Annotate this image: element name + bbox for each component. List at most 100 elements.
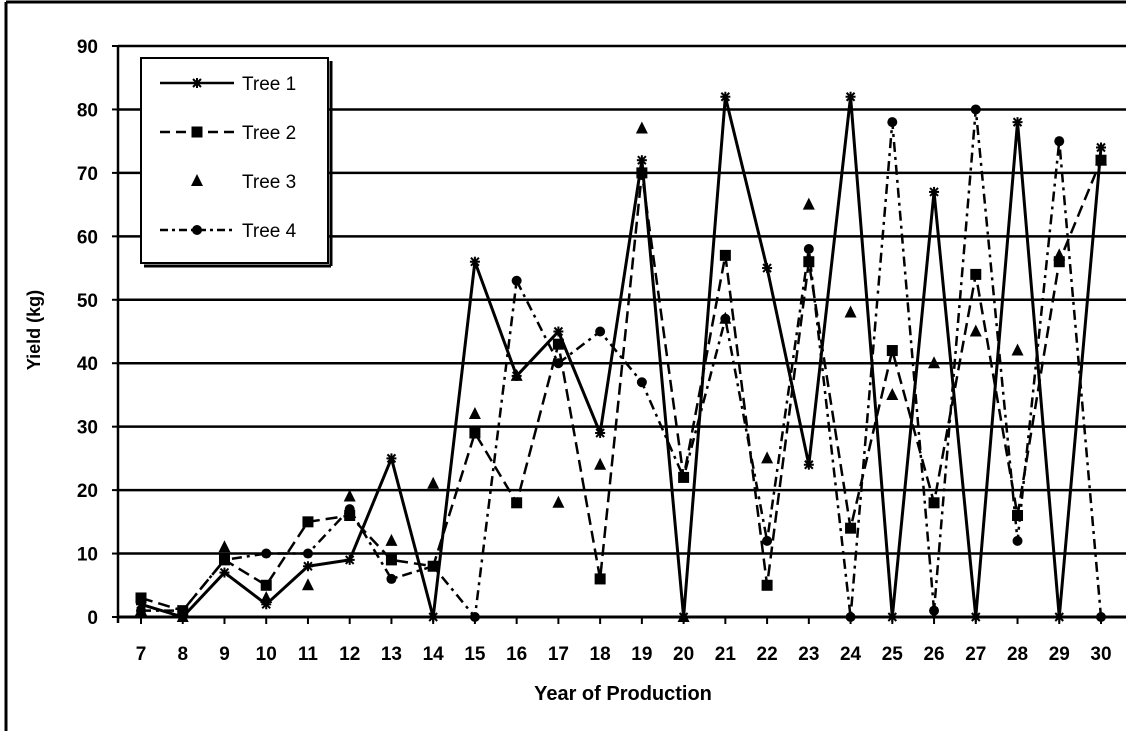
x-tick-label: 23: [798, 644, 819, 665]
point-tree-1: [219, 567, 230, 578]
point-tree-3: [552, 495, 565, 508]
x-tick-label: 26: [923, 644, 944, 665]
point-tree-3: [761, 451, 774, 464]
point-tree-4: [762, 535, 773, 546]
point-tree-2: [886, 345, 898, 357]
legend-marker-tree-4: [192, 225, 202, 235]
y-tick-label: 10: [77, 545, 98, 566]
y-tick-label: 0: [87, 608, 98, 629]
y-tick-label: 70: [77, 164, 98, 185]
y-tick-labels: 0 10 20 30 40 50 60 70 80 90: [77, 37, 98, 629]
point-tree-1: [1054, 612, 1065, 622]
point-tree-1: [1096, 142, 1106, 153]
point-tree-4: [344, 504, 355, 515]
point-tree-1: [386, 453, 397, 464]
point-tree-3: [385, 533, 398, 546]
point-tree-2: [1053, 256, 1065, 268]
point-tree-4: [845, 612, 856, 622]
y-axis-label: Yield (kg): [24, 290, 44, 370]
x-tick-label: 10: [256, 644, 277, 665]
point-tree-3: [928, 356, 941, 369]
point-tree-4: [678, 472, 689, 483]
point-tree-2: [761, 579, 773, 591]
point-tree-3: [510, 368, 523, 381]
y-tick-label: 60: [77, 227, 98, 248]
point-tree-2: [719, 249, 731, 261]
point-tree-3: [677, 610, 690, 622]
point-tree-4: [428, 561, 439, 572]
x-tick-label: 11: [298, 644, 319, 665]
point-tree-1: [302, 561, 313, 572]
x-tick-label: 24: [840, 644, 862, 665]
point-tree-1: [803, 459, 814, 470]
point-tree-1: [636, 155, 647, 166]
legend-box: [140, 57, 329, 264]
x-tick-labels: 7 8 9 10 11 12 13 14 15 16 17 18 19 20 21 22 23 24 25 26 27 2…: [136, 644, 1112, 665]
x-tick-label: 22: [757, 644, 778, 665]
x-tick-label: 8: [177, 644, 188, 665]
point-tree-4: [136, 605, 146, 616]
legend-item-tree-4: Tree 4: [160, 221, 297, 242]
legend-label: Tree 1: [242, 74, 296, 95]
point-tree-2: [636, 167, 648, 179]
legend-marker-tree-3: [191, 174, 203, 186]
point-tree-1: [970, 612, 981, 622]
point-tree-4: [1012, 535, 1023, 546]
series-line-tree-2: [140, 159, 1103, 612]
point-tree-2: [1012, 509, 1024, 521]
point-tree-2: [511, 497, 523, 509]
point-tree-3: [176, 610, 189, 622]
legend-item-tree-2: Tree 2: [160, 123, 296, 144]
point-tree-2: [260, 579, 272, 591]
point-tree-2: [970, 268, 982, 280]
point-tree-4: [219, 554, 230, 565]
point-tree-1: [595, 428, 606, 439]
point-tree-1: [469, 256, 480, 267]
point-tree-2: [845, 522, 857, 534]
point-tree-4: [803, 244, 814, 255]
point-tree-3: [969, 324, 982, 337]
point-tree-4: [386, 573, 397, 584]
point-tree-4: [553, 358, 564, 369]
legend-label: Tree 2: [242, 123, 296, 144]
x-tick-label: 15: [464, 644, 486, 665]
series-lines: [140, 95, 1103, 619]
point-tree-4: [929, 605, 940, 616]
x-tick-label: 21: [715, 644, 737, 665]
point-tree-2: [928, 497, 940, 509]
y-tick-label: 90: [77, 37, 98, 58]
x-tick-label: 28: [1007, 644, 1028, 665]
x-tick-label: 25: [882, 644, 904, 665]
point-tree-4: [511, 275, 522, 286]
legend-label: Tree 4: [242, 221, 297, 242]
x-tick-label: 17: [548, 644, 569, 665]
point-tree-2: [594, 573, 606, 585]
point-tree-3: [1095, 153, 1107, 166]
x-tick-label: 19: [631, 644, 652, 665]
point-tree-3: [594, 457, 607, 470]
point-tree-4: [595, 326, 606, 337]
point-tree-4: [720, 313, 731, 324]
point-tree-3: [301, 578, 314, 591]
point-tree-2: [344, 509, 356, 521]
point-tree-3: [1011, 343, 1024, 356]
x-tick-label: 30: [1090, 644, 1111, 665]
point-tree-3: [802, 197, 815, 210]
point-tree-4: [302, 548, 313, 559]
point-tree-3: [468, 406, 481, 419]
point-tree-2: [803, 256, 815, 268]
point-tree-2: [469, 427, 481, 439]
point-tree-3: [635, 121, 648, 134]
x-tick-label: 7: [136, 644, 147, 665]
x-axis-label: Year of Production: [534, 683, 712, 705]
y-tick-label: 20: [77, 481, 98, 502]
legend-marker-tree-1: [192, 78, 202, 88]
point-tree-4: [469, 612, 480, 622]
x-tick-label: 14: [423, 644, 445, 665]
x-tick-label: 13: [381, 644, 402, 665]
x-tick-label: 29: [1049, 644, 1070, 665]
point-tree-3: [218, 540, 231, 553]
point-tree-1: [762, 263, 773, 274]
y-tick-label: 40: [77, 354, 98, 375]
legend-item-tree-3: Tree 3: [191, 172, 296, 193]
